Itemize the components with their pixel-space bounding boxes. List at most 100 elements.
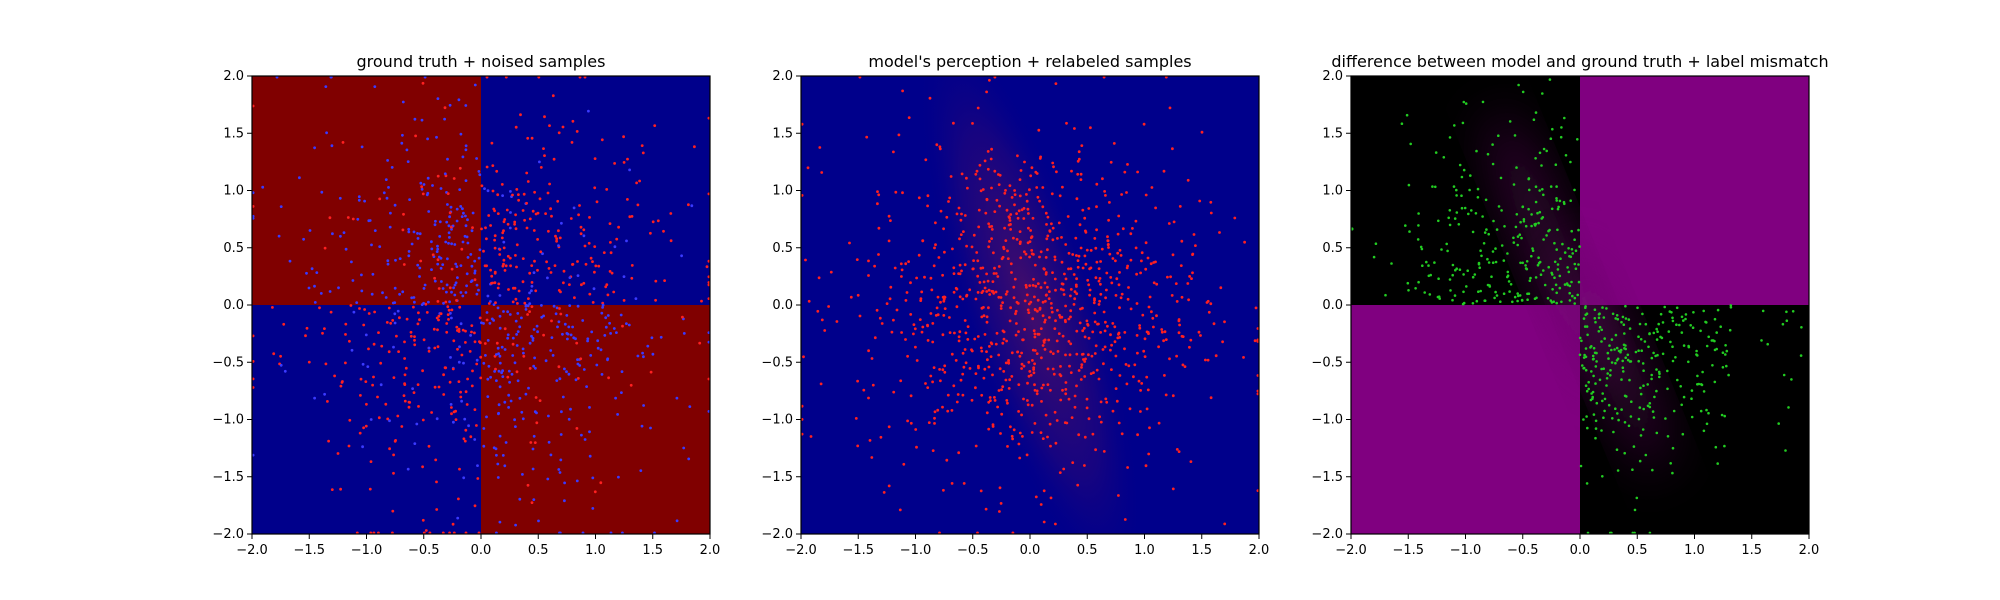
x-tick-label: −2.0 [236,543,268,558]
sample-point [417,311,420,315]
sample-point [574,337,577,341]
sample-point [580,433,583,437]
sample-point [1110,281,1114,285]
sample-point [887,214,891,218]
sample-point [1601,306,1604,309]
sample-point [1570,280,1573,284]
sample-point [433,276,436,280]
sample-point [473,340,477,344]
sample-point [552,304,556,308]
sample-point [1127,286,1130,289]
sample-point [416,263,420,267]
sample-point [448,103,452,107]
sample-point [1023,299,1027,303]
sample-point [538,160,541,164]
sample-point [386,262,390,266]
sample-point [530,281,534,284]
sample-point [1578,336,1582,340]
sample-point [921,239,925,243]
sample-point [360,145,364,149]
sample-point [990,147,993,151]
sample-point [1586,426,1589,430]
sample-point [473,331,476,335]
sample-point [1568,254,1571,258]
sample-point [1615,314,1619,317]
sample-point [479,376,483,380]
sample-point [1104,296,1107,300]
sample-point [252,191,255,195]
sample-point [501,194,504,198]
sample-point [1120,292,1124,296]
sample-point [336,452,340,455]
sample-point [990,289,994,293]
sample-point [1502,259,1506,262]
sample-point [557,468,561,471]
sample-point [482,249,485,253]
sample-point [1093,320,1097,324]
sample-point [489,224,492,227]
sample-point [1541,188,1544,191]
sample-point [653,124,657,127]
sample-point [1605,377,1609,380]
sample-point [1468,188,1471,192]
sample-point [1135,272,1138,276]
sample-point [1168,357,1171,361]
sample-point [559,458,563,462]
sample-point [464,329,467,333]
sample-point [452,177,456,180]
sample-point [434,458,438,462]
sample-point [1539,273,1543,277]
sample-point [453,293,457,297]
sample-point [585,385,588,388]
sample-point [1576,138,1579,141]
sample-point [619,313,623,317]
sample-point [1050,310,1054,314]
sample-point [1633,508,1637,512]
plot-area [252,76,710,534]
sample-point [1012,296,1016,300]
x-tick-label: −1.0 [900,543,932,558]
sample-point [435,508,439,511]
sample-point [1041,205,1045,209]
sample-point [1040,386,1044,390]
sample-point [489,375,492,379]
sample-point [1001,341,1005,345]
sample-point [556,325,559,329]
sample-point [473,269,477,273]
sample-point [1606,351,1610,355]
sample-point [1563,202,1566,206]
sample-point [1049,388,1052,392]
sample-point [924,158,928,162]
sample-point [1011,531,1015,534]
sample-point [563,481,566,485]
sample-point [504,76,508,79]
sample-point [435,417,439,421]
sample-point [1098,299,1101,303]
sample-point [1089,249,1093,252]
sample-point [484,354,487,357]
sample-point [502,310,505,313]
sample-point [552,157,556,161]
sample-point [457,98,461,102]
sample-point [498,294,502,297]
sample-point [515,188,519,191]
sample-point [1010,271,1013,274]
sample-point [305,326,309,330]
x-tick-label: 1.5 [642,543,663,558]
sample-point [1107,218,1110,222]
sample-point [603,334,607,337]
sample-point [1619,348,1623,352]
sample-point [609,251,613,255]
sample-point [979,189,983,193]
sample-point [917,196,921,200]
sample-point [518,325,522,329]
sample-point [568,276,572,279]
sample-point [1256,374,1259,377]
sample-point [490,281,493,285]
sample-point [393,321,397,325]
sample-point [1099,400,1103,404]
sample-point [1512,236,1515,240]
sample-point [593,157,597,161]
sample-point [620,370,624,373]
sample-point [1166,275,1169,279]
